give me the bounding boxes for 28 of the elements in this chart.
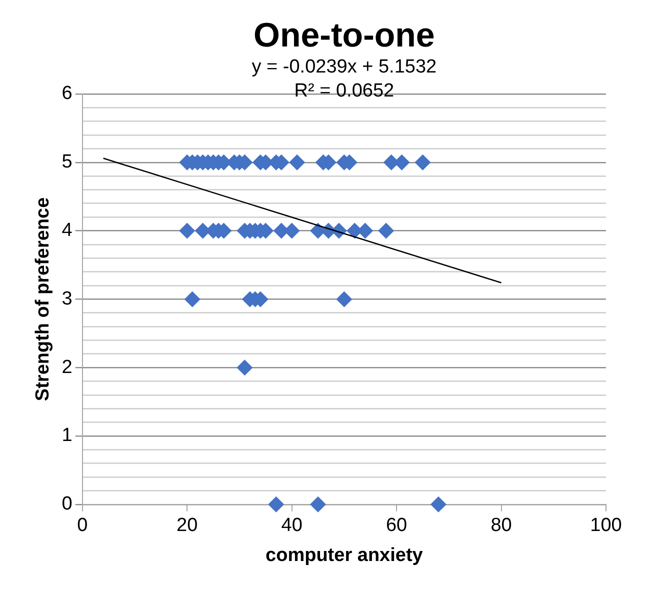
point	[378, 222, 394, 239]
point	[184, 291, 200, 308]
y-tick-label: 4	[62, 220, 73, 242]
point	[414, 154, 431, 170]
x-tick-label: 0	[77, 515, 88, 536]
point	[268, 496, 284, 512]
point	[430, 496, 446, 512]
y-tick-label: 2	[62, 356, 72, 378]
x-tick-label: 100	[590, 515, 622, 536]
y-tick-label: 0	[62, 494, 72, 515]
point	[236, 360, 253, 376]
y-tick-label: 3	[62, 288, 72, 310]
y-tick-label: 1	[62, 425, 72, 446]
point	[336, 291, 352, 308]
chart-title: One-to-one	[254, 16, 435, 54]
x-tick-label: 60	[386, 515, 408, 536]
y-tick-label: 5	[62, 152, 72, 173]
x-tick-label: 40	[281, 515, 302, 536]
point	[289, 154, 306, 170]
annotation: R² = 0.0652	[294, 80, 394, 102]
y-tick-label: 6	[62, 83, 72, 104]
point	[179, 222, 196, 239]
y-axis-title: Strength of preference	[32, 197, 54, 402]
x-tick-label: 80	[490, 515, 512, 536]
x-tick-label: 20	[176, 515, 198, 536]
text: y = -0.0239x + 5.1532	[252, 56, 437, 78]
x-axis-title: computer anxiety	[266, 544, 424, 566]
point	[310, 496, 326, 512]
